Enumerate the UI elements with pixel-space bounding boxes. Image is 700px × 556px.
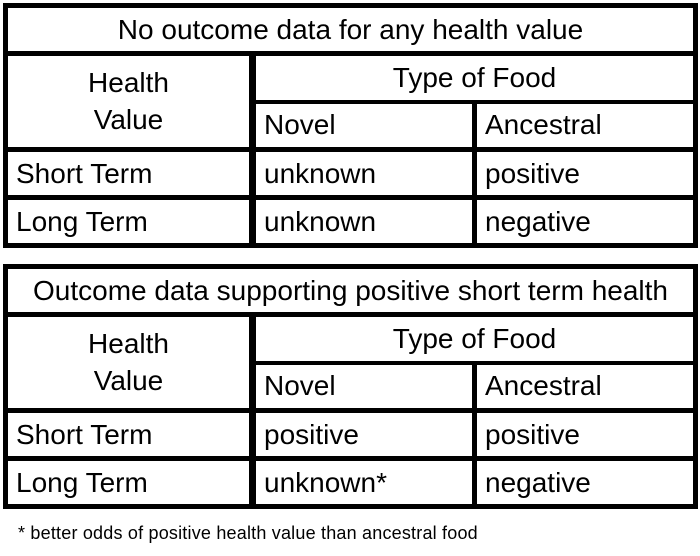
col-header-novel: Novel xyxy=(250,99,477,152)
footnote: * better odds of positive health value t… xyxy=(18,523,478,543)
health-value-header: Health Value xyxy=(3,312,256,413)
no-outcome-table: No outcome data for any health value Hea… xyxy=(2,3,699,248)
cell-short-term-novel: unknown xyxy=(250,147,477,200)
table-row: Short Term unknown positive xyxy=(3,147,699,200)
row-label-long-term: Long Term xyxy=(3,456,256,509)
health-value-header: Health Value xyxy=(3,51,256,152)
cell-long-term-ancestral: negative xyxy=(471,195,699,248)
table-title: Outcome data supporting positive short t… xyxy=(2,264,699,317)
cell-short-term-novel: positive xyxy=(250,408,477,461)
table-row: Short Term positive positive xyxy=(3,408,699,461)
cell-short-term-ancestral: positive xyxy=(471,147,699,200)
row-label-short-term: Short Term xyxy=(3,147,256,200)
positive-outcome-table: Outcome data supporting positive short t… xyxy=(2,264,699,509)
type-of-food-header: Type of Food xyxy=(249,312,699,365)
table-spacer xyxy=(3,248,700,264)
cell-long-term-novel: unknown* xyxy=(250,456,477,509)
table-title: No outcome data for any health value xyxy=(2,3,699,56)
type-of-food-header: Type of Food xyxy=(249,51,699,104)
row-label-short-term: Short Term xyxy=(3,408,256,461)
cell-long-term-ancestral: negative xyxy=(471,456,699,509)
cell-short-term-ancestral: positive xyxy=(471,408,699,461)
col-header-novel: Novel xyxy=(250,360,477,413)
col-header-ancestral: Ancestral xyxy=(471,99,699,152)
table-row: Long Term unknown* negative xyxy=(3,456,699,509)
table-row: Long Term unknown negative xyxy=(3,195,699,248)
page: No outcome data for any health value Hea… xyxy=(2,3,700,543)
col-header-ancestral: Ancestral xyxy=(471,360,699,413)
cell-long-term-novel: unknown xyxy=(250,195,477,248)
row-label-long-term: Long Term xyxy=(3,195,256,248)
